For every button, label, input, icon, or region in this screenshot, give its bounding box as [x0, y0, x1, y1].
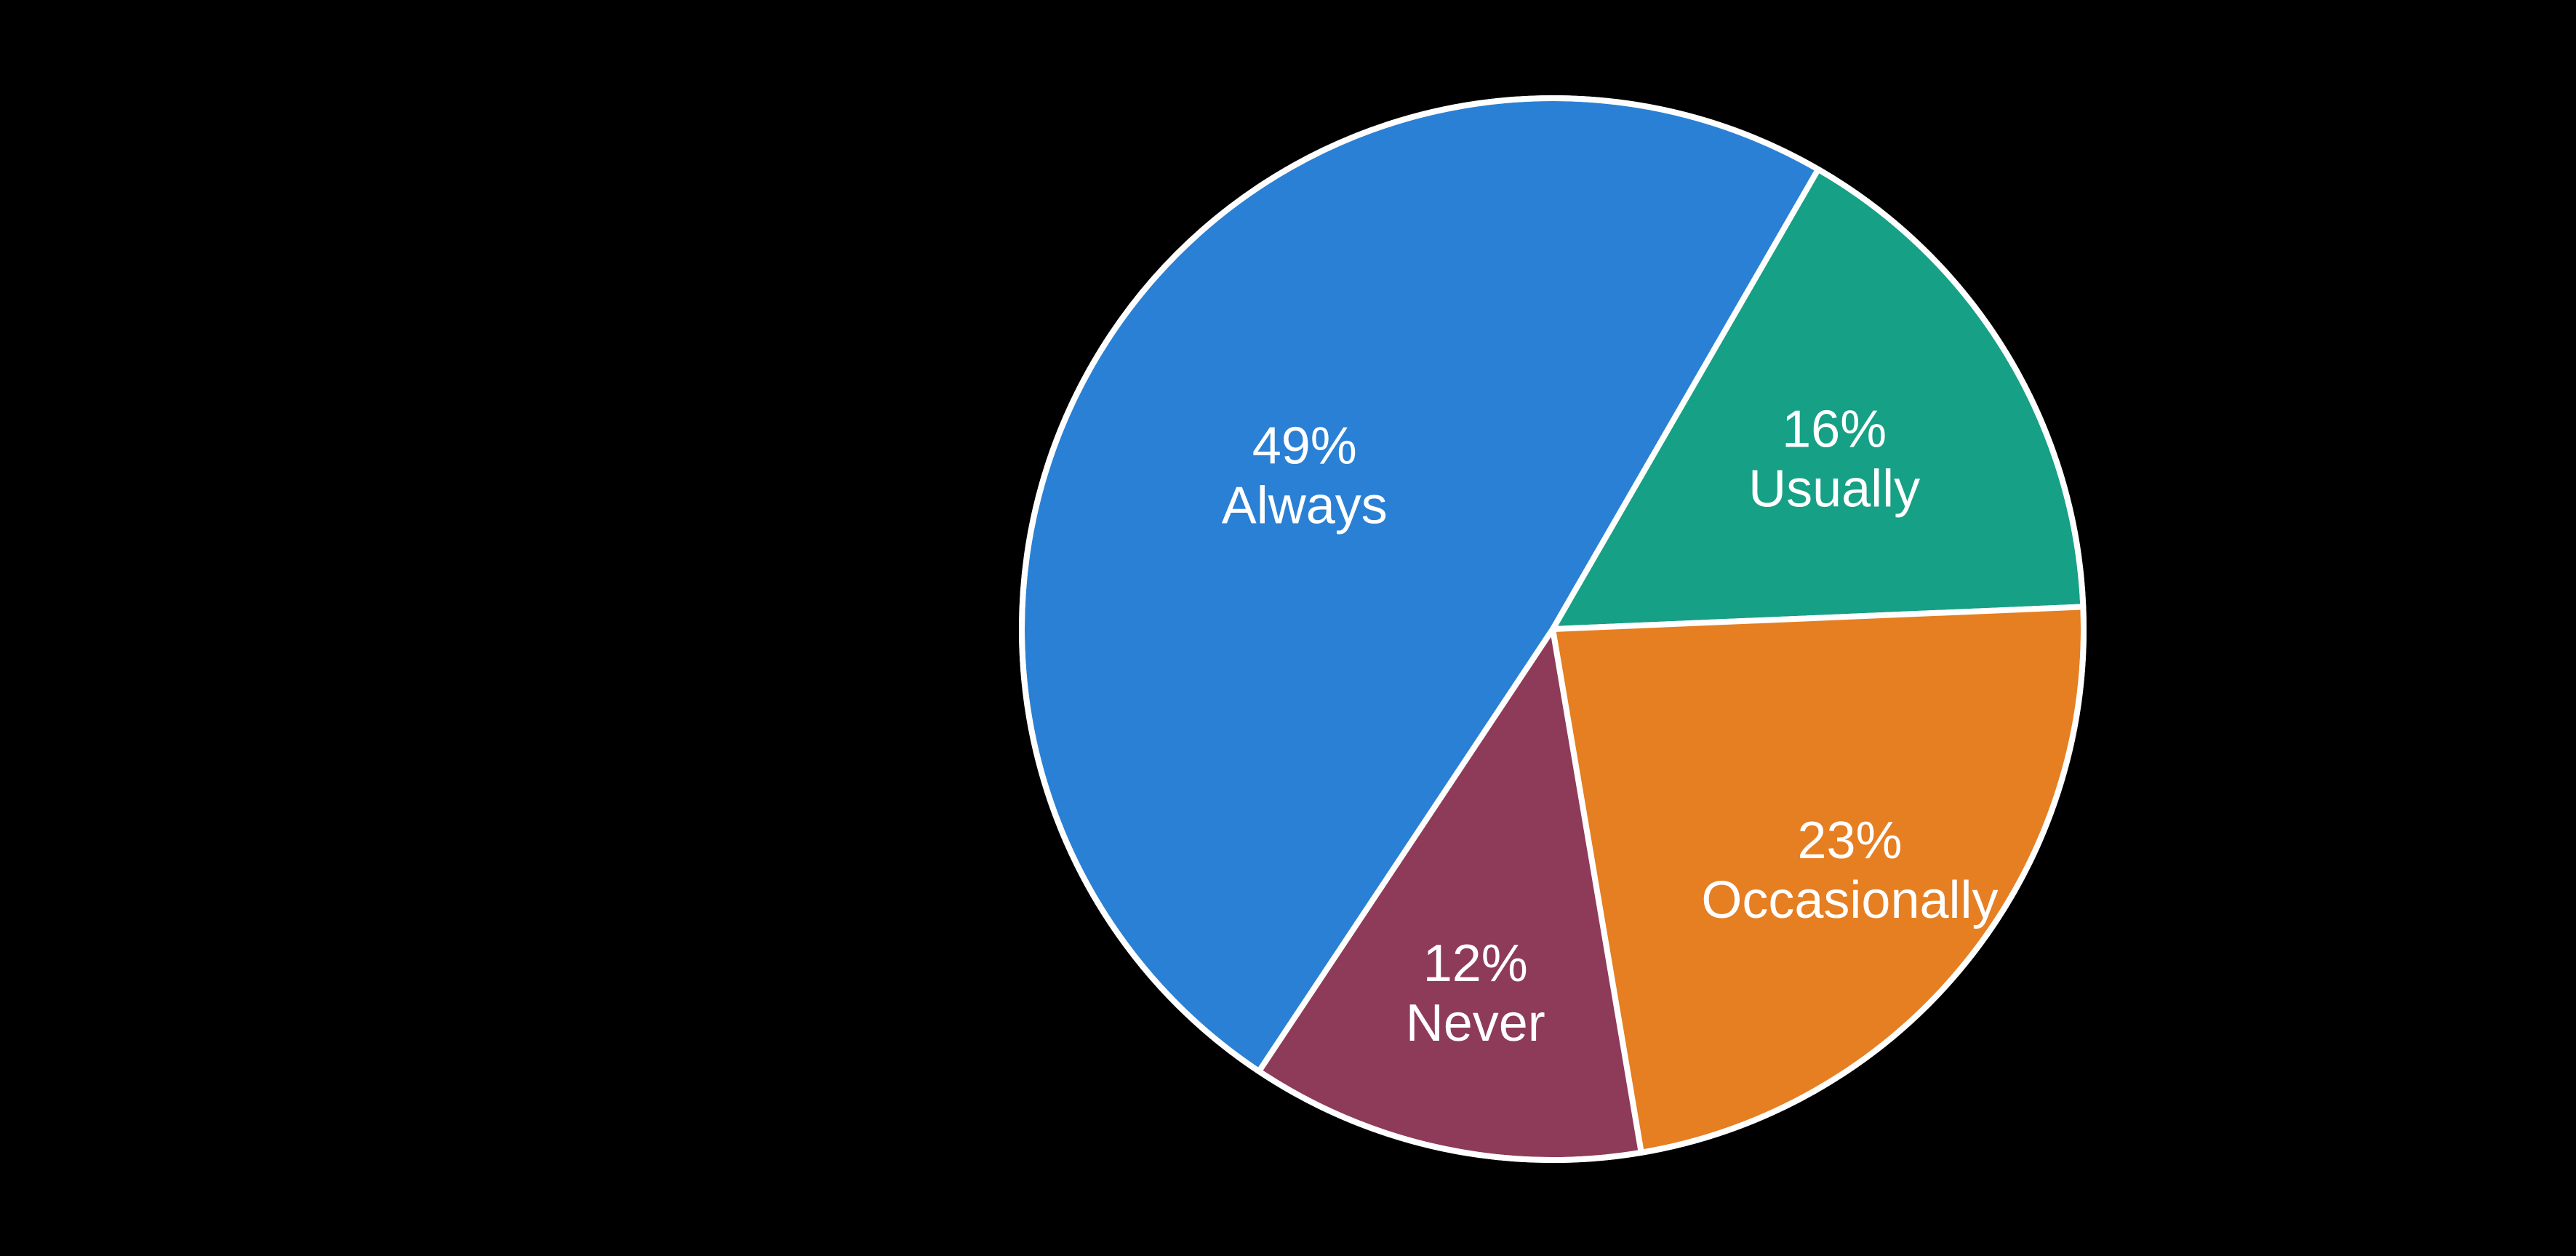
- chart-stage: 16%Usually 23%Occasionally 12%Never 49%Alwa…: [0, 0, 2576, 1256]
- slice-percent-never: 12%: [1423, 935, 1528, 993]
- slice-percent-usually: 16%: [1782, 401, 1887, 459]
- pie-chart: 16%Usually 23%Occasionally 12%Never 49%Alwa…: [0, 0, 2576, 1256]
- slice-percent-always: 49%: [1252, 417, 1357, 476]
- slice-percent-occasionally: 23%: [1797, 812, 1902, 870]
- slice-label-usually: Usually: [1748, 460, 1920, 519]
- slice-label-always: Always: [1222, 477, 1388, 535]
- slice-label-never: Never: [1406, 994, 1545, 1052]
- pie-slices: [1022, 98, 2084, 1160]
- slice-label-occasionally: Occasionally: [1701, 871, 1998, 929]
